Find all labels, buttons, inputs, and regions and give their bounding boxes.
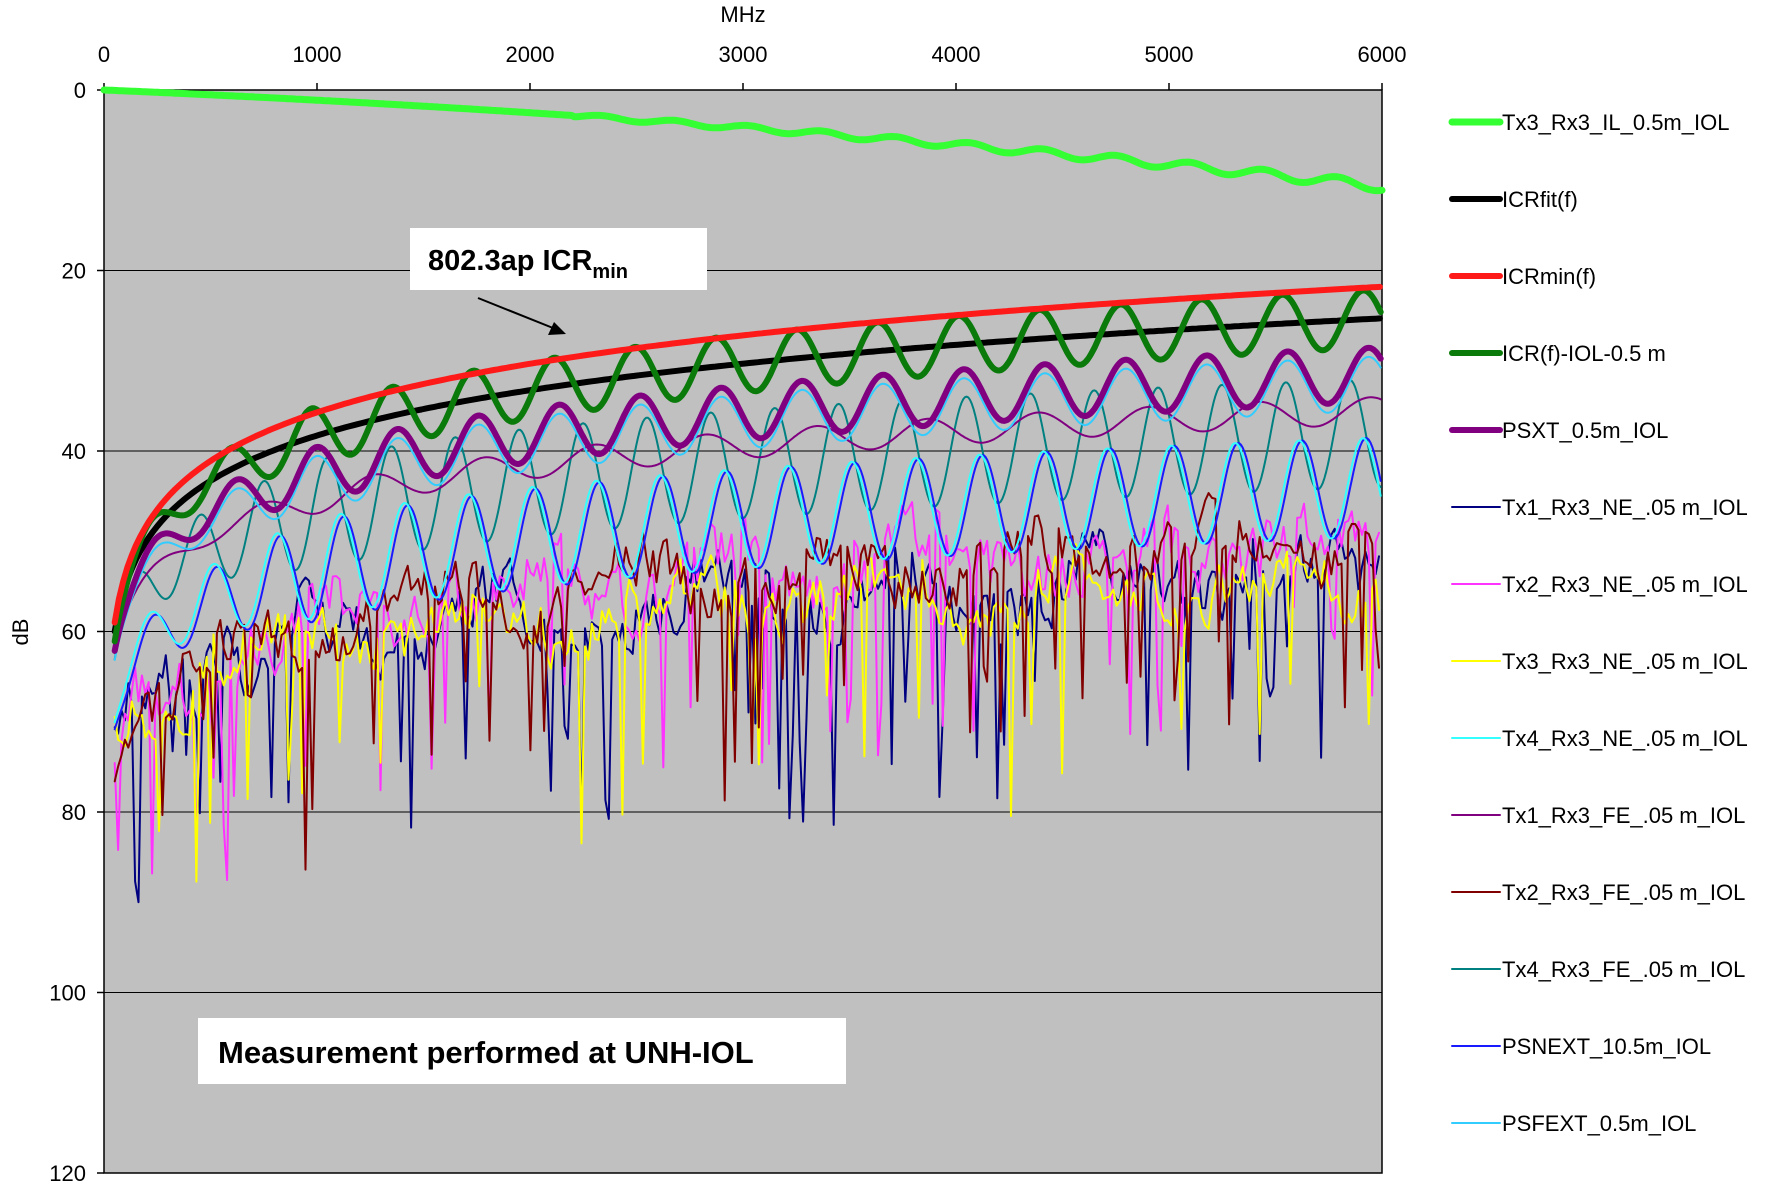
series-line xyxy=(100,86,1386,195)
legend: Tx3_Rx3_IL_0.5m_IOL ICRfit(f) ICRmin(f) ICR… xyxy=(1448,110,1748,1136)
icr-min-callout: 802.3ap ICRmin xyxy=(428,245,628,283)
x-tick-label: 1000 xyxy=(293,42,342,67)
icr-min-callout-subscript: min xyxy=(592,261,628,283)
x-tick-label: 0 xyxy=(98,42,110,67)
icr-min-callout-box xyxy=(410,228,707,290)
y-tick-label: 20 xyxy=(62,259,86,284)
series-line xyxy=(113,355,1382,661)
callouts: 802.3ap ICRmin Measurement performed at … xyxy=(198,228,846,1084)
measurement-note: Measurement performed at UNH-IOL xyxy=(218,1035,754,1070)
series-line xyxy=(113,542,1380,883)
legend-label: Tx2_Rx3_NE_.05 m_IOL xyxy=(1502,572,1748,597)
y-tick-label: 120 xyxy=(49,1161,86,1186)
legend-label: Tx1_Rx3_FE_.05 m_IOL xyxy=(1502,803,1745,828)
y-tick-label: 40 xyxy=(62,439,86,464)
y-tick-label: 60 xyxy=(62,620,86,645)
y-axis-title: dB xyxy=(8,619,33,646)
legend-label: PSNEXT_10.5m_IOL xyxy=(1502,1034,1711,1059)
y-tick-label: 0 xyxy=(74,78,86,103)
x-axis-title: MHz xyxy=(720,2,765,27)
icr-min-arrow-line xyxy=(477,297,559,331)
series-line xyxy=(113,492,1380,871)
legend-label: Tx4_Rx3_FE_.05 m_IOL xyxy=(1502,957,1745,982)
series-line xyxy=(111,344,1384,654)
series-line xyxy=(111,315,1383,635)
series-line xyxy=(111,283,1383,626)
legend-label: ICRmin(f) xyxy=(1502,264,1596,289)
legend-label: ICR(f)-IOL-0.5 m xyxy=(1502,341,1666,366)
x-tick-label: 2000 xyxy=(506,42,555,67)
x-tick-label: 3000 xyxy=(719,42,768,67)
legend-label: ICRfit(f) xyxy=(1502,187,1578,212)
series-line xyxy=(113,437,1382,731)
legend-label: Tx2_Rx3_FE_.05 m_IOL xyxy=(1502,880,1745,905)
measurement-note-box xyxy=(198,1018,846,1084)
series-line xyxy=(113,396,1382,654)
legend-label: Tx3_Rx3_IL_0.5m_IOL xyxy=(1502,110,1729,135)
series-line xyxy=(113,437,1382,724)
series-line xyxy=(111,287,1384,645)
legend-label: Tx4_Rx3_NE_.05 m_IOL xyxy=(1502,726,1748,751)
legend-label: PSFEXT_0.5m_IOL xyxy=(1502,1111,1696,1136)
x-tick-label: 5000 xyxy=(1145,42,1194,67)
y-tick-label: 80 xyxy=(62,800,86,825)
x-tick-label: 6000 xyxy=(1358,42,1407,67)
y-tick-label: 100 xyxy=(49,981,86,1006)
series-layer xyxy=(100,86,1386,904)
legend-label: Tx3_Rx3_NE_.05 m_IOL xyxy=(1502,649,1748,674)
x-tick-label: 4000 xyxy=(932,42,981,67)
legend-label: PSXT_0.5m_IOL xyxy=(1502,418,1668,443)
x-axis-ticks: 0 1000 2000 3000 4000 5000 6000 xyxy=(98,42,1407,90)
icr-min-callout-text: 802.3ap ICR xyxy=(428,245,592,277)
legend-label: Tx1_Rx3_NE_.05 m_IOL xyxy=(1502,495,1748,520)
y-axis-ticks: 0 20 40 60 80 100 120 xyxy=(49,78,104,1186)
icr-min-arrow-head xyxy=(548,322,566,335)
